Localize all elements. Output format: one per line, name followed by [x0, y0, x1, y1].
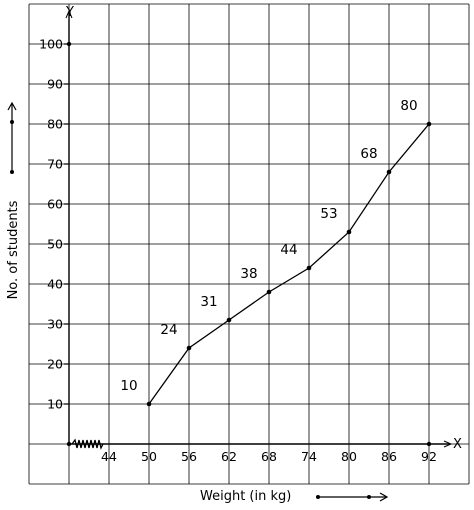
data-label: 80: [400, 98, 417, 114]
data-labels: 10 24 31 38 44 53 68 80: [120, 98, 417, 394]
data-point: [386, 169, 392, 175]
data-point: [266, 289, 272, 295]
y-direction-dot: [10, 120, 14, 124]
axis-break-zigzag: [71, 438, 104, 450]
data-label: 31: [200, 294, 217, 310]
y-tick-label: 80: [47, 117, 63, 132]
x-tick-label: 44: [101, 449, 117, 464]
data-point: [346, 229, 352, 235]
y-tick-label: 90: [47, 77, 63, 92]
x-tick-label: 74: [301, 449, 317, 464]
y-tick-label: 50: [47, 237, 63, 252]
tick-labels: 10 20 30 40 50 60 70 80 90 100 44 50 56 62 68 74 80 86 92: [39, 37, 437, 465]
x-axis-letter: X: [453, 437, 462, 452]
data-label: 38: [240, 266, 257, 282]
series-line: [148, 123, 430, 405]
origin-dot: [66, 441, 72, 447]
series-line-group: [146, 121, 432, 407]
data-point: [426, 121, 432, 127]
data-point: [146, 401, 152, 407]
x-tick-label: 62: [221, 449, 237, 464]
data-label: 53: [320, 206, 337, 222]
data-label: 10: [120, 378, 137, 394]
y-tick-label: 30: [47, 317, 63, 332]
y-tick-label: 20: [47, 357, 63, 372]
grid: [28, 3, 470, 485]
axis-decorations: [7, 101, 389, 502]
x-direction-arrowhead: [379, 492, 389, 502]
x-axis-arrow: [443, 440, 453, 448]
y-tick-label: 40: [47, 277, 63, 292]
x-tick-label: 92: [421, 449, 437, 464]
y-tick-label: 100: [39, 37, 63, 52]
data-point: [226, 317, 232, 323]
data-point: [306, 265, 312, 271]
data-label: 24: [160, 322, 177, 338]
x-direction-dot: [367, 495, 371, 499]
x-axis-title: Weight (in kg): [200, 489, 291, 504]
y-tick-label: 60: [47, 197, 63, 212]
y-direction-arrowhead: [7, 101, 17, 111]
y-tick-label: 10: [47, 397, 63, 412]
data-point: [186, 345, 192, 351]
x-tick-label: 80: [341, 449, 357, 464]
x-tick-label: 50: [141, 449, 157, 464]
data-label: 68: [360, 146, 377, 162]
data-label: 44: [280, 242, 297, 258]
y-direction-dot: [10, 170, 14, 174]
x-tick-label: 56: [181, 449, 197, 464]
x-direction-dot: [316, 495, 320, 499]
y-axis-letter: Y: [65, 5, 74, 20]
y-tick-label: 70: [47, 157, 63, 172]
y-axis-title: No. of students: [6, 200, 21, 299]
y-axis-arrow: [65, 9, 73, 19]
x-tick-label: 86: [381, 449, 397, 464]
x-tick-label: 68: [261, 449, 277, 464]
x-axis-end-dot: [426, 441, 432, 447]
